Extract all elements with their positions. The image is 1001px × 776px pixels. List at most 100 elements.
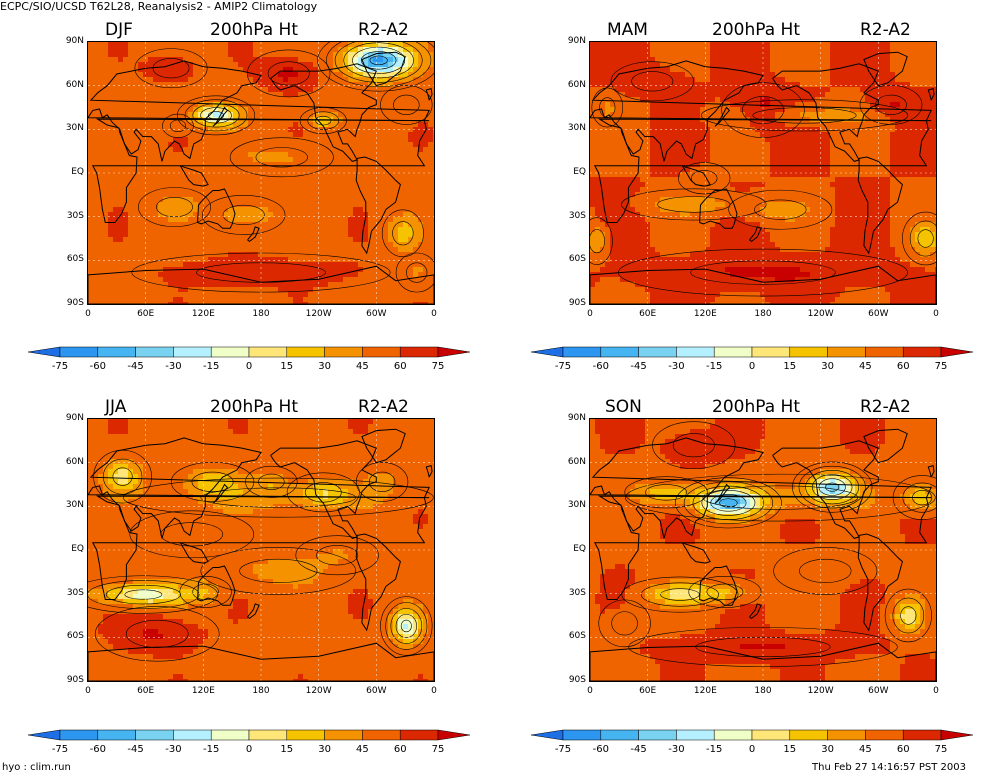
- colorbar-segment: [827, 729, 866, 741]
- coastlines: [88, 428, 434, 681]
- colorbar-segment: [562, 346, 602, 358]
- lat-tick-label: EQ: [71, 167, 84, 177]
- colorbar-level-label: 45: [356, 361, 369, 372]
- colorbar-segment: [248, 346, 288, 358]
- lat-tick-label: 90S: [568, 298, 586, 308]
- coastlines: [88, 51, 434, 304]
- colorbar-son: -75 -60 -45 -30 -15 0 15 30 45 60 75: [530, 729, 974, 755]
- lat-tick-label: 30N: [65, 123, 84, 134]
- colorbar-level-label: -15: [706, 744, 722, 755]
- colorbar-mam: -75 -60 -45 -30 -15 0 15 30 45 60 75: [530, 346, 974, 372]
- lat-tick-label: 90N: [65, 36, 84, 46]
- colorbar-segment: [97, 729, 136, 741]
- colorbar-level-label: -60: [90, 744, 106, 755]
- colorbar-level-label: 15: [280, 744, 293, 755]
- lat-tick-label: 60N: [65, 456, 84, 467]
- lat-tick-label: 30N: [567, 500, 586, 511]
- colorbar-segment: [751, 346, 791, 358]
- colorbar-djf: -75 -60 -45 -30 -15 0 15 30 45 60 75: [27, 346, 471, 372]
- lon-tick-label: 60E: [137, 686, 155, 696]
- colorbar-level-label: 60: [394, 744, 407, 755]
- colorbar-segment: [562, 729, 602, 741]
- colorbar-low-arrow: [27, 729, 61, 741]
- colorbar-jja: -75 -60 -45 -30 -15 0 15 30 45 60 75: [27, 729, 471, 755]
- contour-lines: [88, 449, 434, 662]
- lon-tick-label: 0: [933, 309, 939, 319]
- colorbar-segment: [600, 346, 639, 358]
- colorbar-level-label: -45: [630, 361, 646, 372]
- lon-tick-label: 180: [252, 309, 270, 319]
- colorbar-segment: [676, 346, 715, 358]
- colorbar-level-label: 75: [432, 361, 445, 372]
- lon-tick-label: 60W: [868, 686, 889, 696]
- lat-tick-label: EQ: [573, 167, 586, 177]
- colorbar-level-label: 45: [859, 744, 872, 755]
- coastlines: [590, 51, 936, 304]
- lat-tick-label: 30S: [568, 587, 586, 598]
- contour-lines: [598, 421, 936, 667]
- colorbar-level-label: 45: [859, 361, 872, 372]
- colorbar-segment: [173, 346, 212, 358]
- footer-timestamp: Thu Feb 27 14:16:57 PST 2003: [812, 762, 966, 773]
- lat-tick-label: 60N: [567, 456, 586, 467]
- colorbar-segment: [600, 729, 639, 741]
- colorbar-level-label: 0: [749, 361, 755, 372]
- panel-son-variable-label: 200hPa Ht: [712, 397, 800, 417]
- colorbar-level-label: -30: [668, 744, 684, 755]
- colorbar-level-label: 45: [356, 744, 369, 755]
- colorbar-level-label: -30: [165, 744, 181, 755]
- colorbar-segment: [324, 346, 363, 358]
- height-field-shading: [590, 42, 936, 304]
- colorbar-segment: [286, 729, 325, 741]
- colorbar-low-arrow: [27, 346, 61, 358]
- colorbar-segment: [638, 346, 677, 358]
- lon-tick-label: 0: [85, 309, 91, 319]
- colorbar-segment: [902, 346, 942, 358]
- lat-tick-label: 90N: [567, 413, 586, 423]
- panel-jja-season-label: JJA: [105, 397, 127, 417]
- lat-tick-label: 30S: [568, 210, 586, 221]
- lat-tick-label: 90N: [567, 36, 586, 46]
- colorbar-level-label: -60: [90, 361, 106, 372]
- colorbar-low-arrow: [530, 346, 564, 358]
- lat-tick-label: 60N: [567, 79, 586, 90]
- footer-script-name: hyo : clim.run: [2, 762, 71, 773]
- panel-djf-variable-label: 200hPa Ht: [210, 20, 298, 40]
- height-field-shading: [590, 419, 936, 681]
- lat-tick-label: 60S: [568, 631, 586, 642]
- lat-tick-label: 30S: [66, 587, 84, 598]
- lon-tick-label: 180: [754, 309, 772, 319]
- lon-tick-label: 120W: [807, 686, 834, 696]
- colorbar-level-label: 75: [935, 744, 948, 755]
- coastlines: [590, 428, 936, 681]
- map-panel-son: [589, 418, 937, 682]
- colorbar-segment: [713, 729, 753, 741]
- map-panel-djf: [87, 41, 435, 305]
- lat-tick-label: 60S: [568, 254, 586, 265]
- panel-jja-diff-label: R2-A2: [358, 397, 409, 417]
- colorbar-level-label: 60: [394, 361, 407, 372]
- lat-tick-label: 90S: [568, 675, 586, 685]
- lon-tick-label: 60E: [639, 686, 657, 696]
- colorbar-level-label: 30: [821, 361, 834, 372]
- colorbar-segment: [865, 729, 904, 741]
- colorbar-segment: [751, 729, 791, 741]
- colorbar-level-label: 0: [246, 744, 252, 755]
- colorbar-level-label: 30: [821, 744, 834, 755]
- colorbar-segment: [248, 729, 288, 741]
- lat-tick-label: 60N: [65, 79, 84, 90]
- colorbar-segment: [135, 729, 174, 741]
- colorbar-level-label: 30: [318, 361, 331, 372]
- colorbar-level-label: 0: [246, 361, 252, 372]
- lon-tick-label: 120W: [807, 309, 834, 319]
- lon-tick-label: 60W: [366, 686, 387, 696]
- map-panel-jja: [87, 418, 435, 682]
- colorbar-level-label: -30: [165, 361, 181, 372]
- panel-djf-diff-label: R2-A2: [358, 20, 409, 40]
- colorbar-segment: [638, 729, 677, 741]
- colorbar-segment: [135, 346, 174, 358]
- colorbar-high-arrow: [437, 346, 471, 358]
- map-gridlines: [88, 42, 434, 304]
- colorbar-segment: [324, 729, 363, 741]
- colorbar-high-arrow: [940, 346, 974, 358]
